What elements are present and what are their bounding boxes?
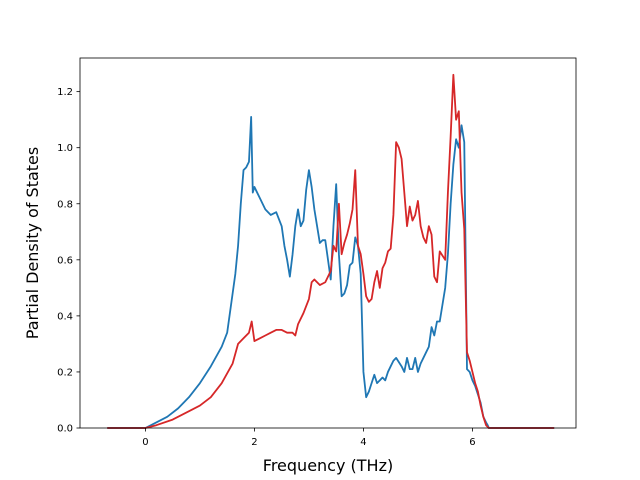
y-tick-label: 0.2 <box>57 367 73 378</box>
series-line-2 <box>107 73 555 429</box>
series-layer <box>107 73 555 429</box>
y-tick-label: 0.8 <box>57 199 73 210</box>
x-tick-label: 6 <box>469 437 475 448</box>
x-tick-label: 2 <box>251 437 257 448</box>
y-tick-label: 0.0 <box>57 424 73 435</box>
series-line-1 <box>107 115 555 429</box>
y-tick-label: 0.6 <box>57 255 73 266</box>
y-tick-label: 0.4 <box>57 311 73 322</box>
x-tick-label: 0 <box>142 437 148 448</box>
x-axis-ticks: 0 2 4 6 <box>142 428 476 448</box>
x-axis-title: Frequency (THz) <box>263 456 393 475</box>
x-tick-label: 4 <box>360 437 366 448</box>
y-tick-label: 1.0 <box>57 143 73 154</box>
y-axis-ticks: 0.0 0.2 0.4 0.6 0.8 1.0 1.2 <box>57 87 80 435</box>
axes-frame <box>79 57 577 429</box>
y-tick-label: 1.2 <box>57 87 73 98</box>
y-axis-title: Partial Density of States <box>23 147 42 339</box>
plot-area <box>79 57 577 429</box>
